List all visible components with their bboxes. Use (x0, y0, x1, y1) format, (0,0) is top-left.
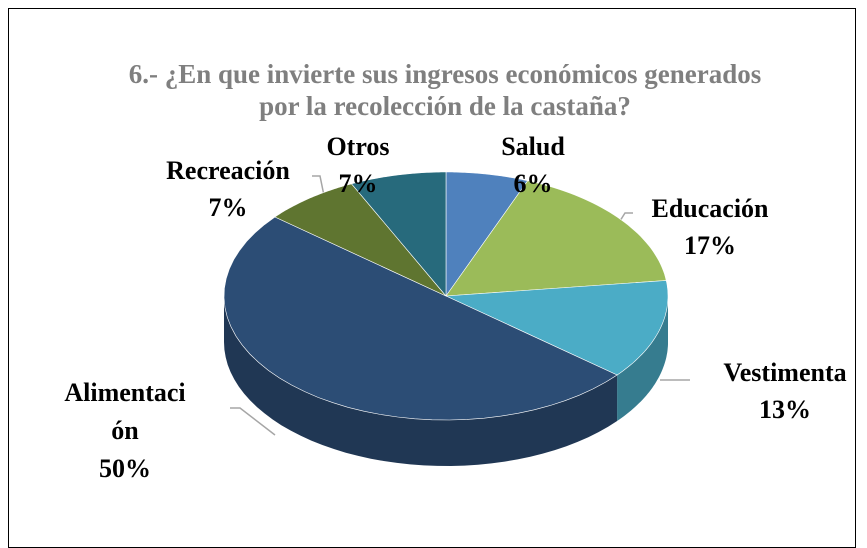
data-label: Alimentación 50% (60, 374, 190, 488)
slice (445, 280, 669, 376)
slice-side (224, 296, 618, 466)
category-label: Salud (501, 132, 565, 161)
value-label: 6% (513, 169, 553, 198)
data-label: Recreación 7% (166, 152, 290, 226)
category-label: Vestimenta (723, 358, 847, 387)
value-label: 7% (338, 169, 378, 198)
category-label: Otros (326, 132, 390, 161)
slice-side (617, 296, 668, 421)
value-label: 50% (99, 454, 151, 483)
pie (223, 171, 669, 466)
value-label: 7% (208, 193, 248, 222)
slice (445, 180, 667, 297)
chart-title: 6.- ¿En que invierte sus ingresos económ… (128, 59, 762, 121)
slice (445, 171, 529, 297)
slice (274, 183, 447, 297)
category-label: Alimentación (64, 378, 186, 445)
slice (350, 171, 447, 297)
value-label: 17% (684, 231, 736, 260)
data-label: Educación 17% (651, 190, 768, 264)
slice (223, 216, 618, 421)
value-label: 13% (759, 395, 811, 424)
data-label: Salud 6% (501, 128, 565, 202)
category-label: Educación (651, 194, 769, 223)
category-label: Recreación (166, 156, 290, 185)
data-label: Otros 7% (326, 128, 389, 202)
data-label: Vestimenta 13% (723, 354, 846, 428)
leader-line (230, 407, 276, 436)
